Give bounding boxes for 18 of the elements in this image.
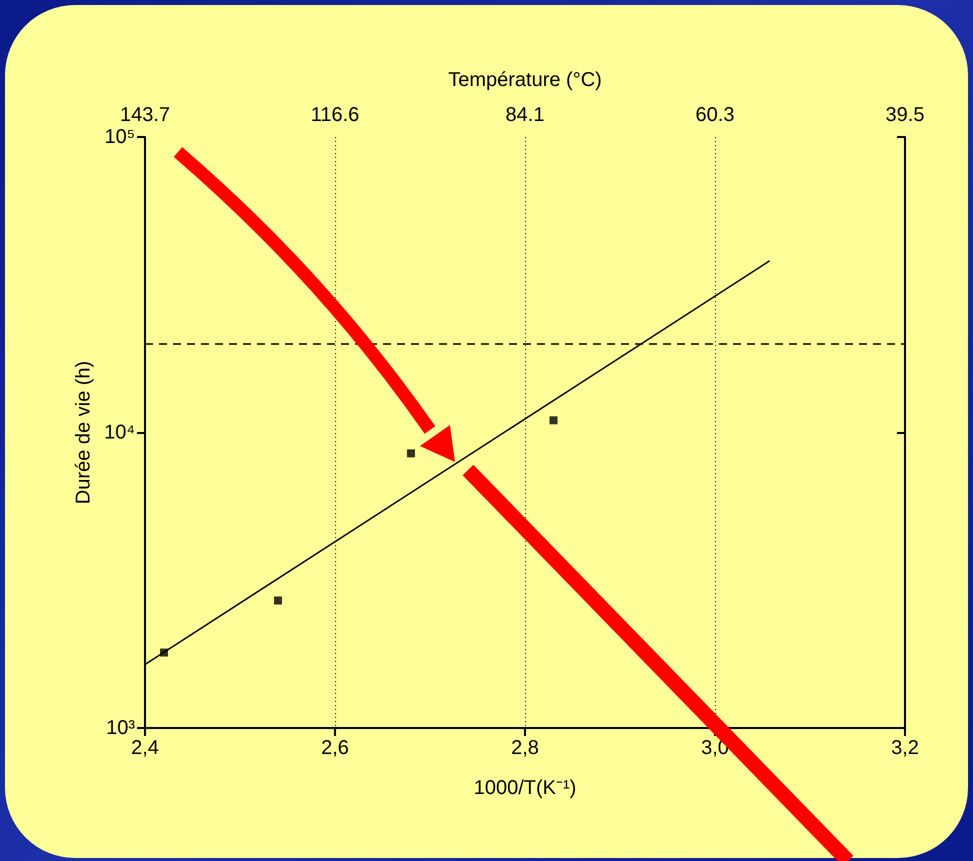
x-axis-title: 1000/T(K⁻¹) [474, 777, 576, 799]
x-tick-label: 2,6 [321, 737, 349, 759]
y-tick-label: 10⁴ [104, 422, 135, 444]
y-tick-label: 10⁵ [104, 126, 135, 148]
text: 116.6 [310, 104, 360, 126]
x-tick-label: 2,8 [511, 737, 539, 759]
point [407, 449, 415, 458]
text: 143.7 [120, 104, 170, 126]
text: 84.1 [506, 104, 544, 126]
y-tick-label: 10³ [106, 717, 136, 739]
x-tick-label: 2,4 [131, 737, 159, 759]
x-tick-label: 3,2 [891, 737, 919, 759]
x2-axis-title: Température (°C) [448, 69, 602, 91]
text: 60.3 [696, 104, 734, 126]
point [274, 596, 282, 605]
point [550, 416, 558, 424]
text: 39.5 [886, 104, 924, 126]
y-axis-title: Durée de vie (h) [72, 360, 94, 504]
